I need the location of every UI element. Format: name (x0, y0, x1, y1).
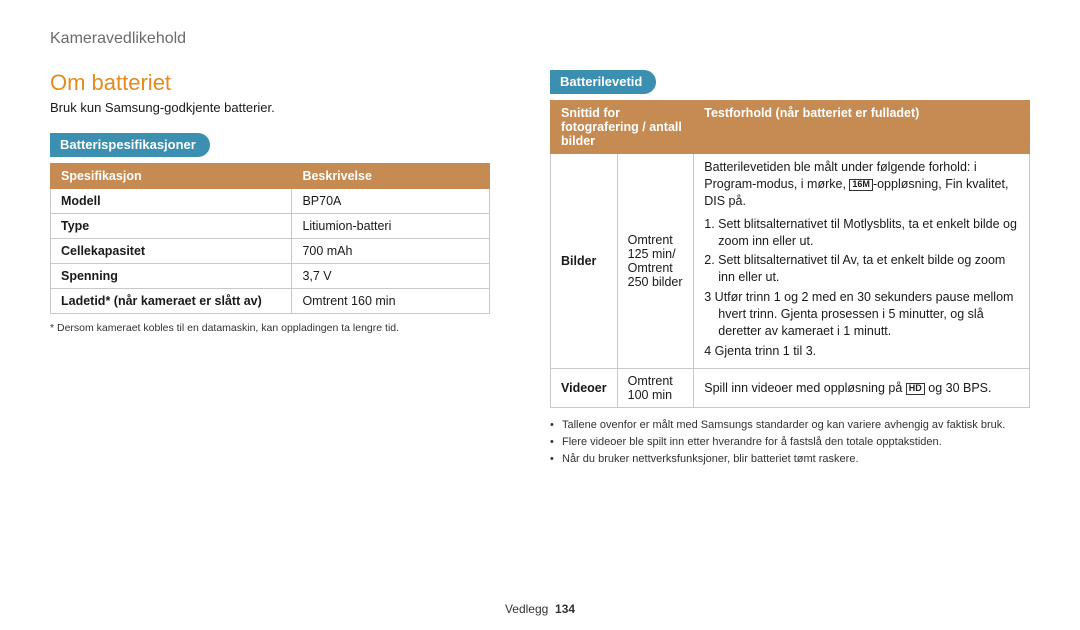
notes-list: Tallene ovenfor er målt med Samsungs sta… (550, 418, 1030, 467)
note-1: Tallene ovenfor er målt med Samsungs sta… (550, 418, 1030, 432)
resolution-icon: 16M (849, 179, 873, 191)
right-column: Batterilevetid Snittid for fotografering… (550, 70, 1030, 470)
photos-value: Omtrent 125 min/ Omtrent 250 bilder (617, 154, 694, 369)
spec-table: Spesifikasjon Beskrivelse Modell BP70A T… (50, 163, 490, 314)
row-label-photos: Bilder (551, 154, 618, 369)
spec-cell: Spenning (51, 264, 292, 289)
spec-cell: Cellekapasitet (51, 239, 292, 264)
step-1: 1. Sett blitsalternativet til Motlysblit… (704, 216, 1019, 250)
spec-head-1: Spesifikasjon (51, 164, 292, 189)
spec-cell: Type (51, 214, 292, 239)
page-footer: Vedlegg 134 (0, 602, 1080, 616)
main-columns: Om batteriet Bruk kun Samsung-godkjente … (50, 70, 1030, 470)
videos-desc: Spill inn videoer med oppløsning på HD o… (694, 368, 1030, 407)
table-row-videos: Videoer Omtrent 100 min Spill inn videoe… (551, 368, 1030, 407)
row-label-videos: Videoer (551, 368, 618, 407)
videos-desc-pre: Spill inn videoer med oppløsning på (704, 381, 906, 395)
table-row-photos: Bilder Omtrent 125 min/ Omtrent 250 bild… (551, 154, 1030, 369)
table-row: Type Litiumion-batteri (51, 214, 490, 239)
table-row: Spenning 3,7 V (51, 264, 490, 289)
bl-head-left: Snittid for fotografering / antall bilde… (551, 101, 694, 154)
table-row: Ladetid* (når kameraet er slått av) Omtr… (51, 289, 490, 314)
photos-desc: Batterilevetiden ble målt under følgende… (694, 154, 1030, 369)
spec-cell: 3,7 V (292, 264, 490, 289)
spec-cell: Omtrent 160 min (292, 289, 490, 314)
note-2: Flere videoer ble spilt inn etter hveran… (550, 435, 1030, 449)
bl-head-right: Testforhold (når batteriet er fulladet) (694, 101, 1030, 154)
section-heading: Om batteriet (50, 70, 490, 96)
footer-page-number: 134 (555, 602, 575, 616)
spec-cell: Ladetid* (når kameraet er slått av) (51, 289, 292, 314)
subheading-pill-spec: Batterispesifikasjoner (50, 133, 210, 157)
videos-desc-post: og 30 BPS. (925, 381, 992, 395)
footnote: * Dersom kameraet kobles til en datamask… (50, 322, 490, 336)
table-row: Modell BP70A (51, 189, 490, 214)
note-3: Når du bruker nettverksfunksjoner, blir … (550, 452, 1030, 466)
step-4: 4 Gjenta trinn 1 til 3. (704, 343, 1019, 360)
spec-cell: 700 mAh (292, 239, 490, 264)
table-row: Cellekapasitet 700 mAh (51, 239, 490, 264)
spec-cell: Modell (51, 189, 292, 214)
footer-section: Vedlegg (505, 602, 548, 616)
intro-text: Bruk kun Samsung-godkjente batterier. (50, 100, 490, 115)
step-3: 3 Utfør trinn 1 og 2 med en 30 sekunders… (704, 289, 1019, 340)
left-column: Om batteriet Bruk kun Samsung-godkjente … (50, 70, 490, 470)
spec-head-2: Beskrivelse (292, 164, 490, 189)
videos-value: Omtrent 100 min (617, 368, 694, 407)
spec-cell: Litiumion-batteri (292, 214, 490, 239)
breadcrumb: Kameravedlikehold (50, 30, 1030, 48)
hd-icon: HD (906, 383, 925, 395)
battery-life-table: Snittid for fotografering / antall bilde… (550, 100, 1030, 408)
step-2: 2. Sett blitsalternativet til Av, ta et … (704, 252, 1019, 286)
subheading-pill-life: Batterilevetid (550, 70, 656, 94)
spec-cell: BP70A (292, 189, 490, 214)
